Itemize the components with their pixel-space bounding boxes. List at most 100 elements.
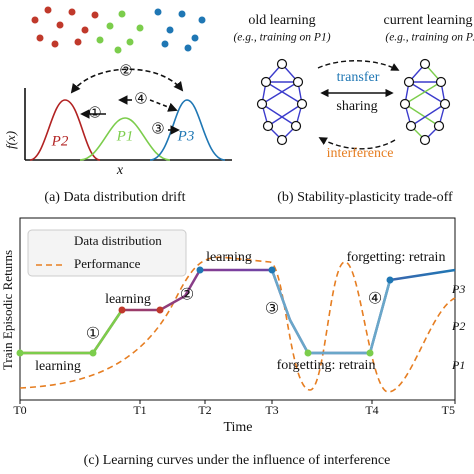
phase-point xyxy=(156,306,164,314)
node xyxy=(296,98,308,110)
node xyxy=(256,98,268,110)
sharing-label: sharing xyxy=(336,99,377,114)
phase-label: forgetting: retrain xyxy=(277,358,376,373)
y-axis-label: Train Episodic Returns xyxy=(0,250,15,370)
step-label: ④ xyxy=(134,91,147,107)
x-tick-label: T5 xyxy=(442,403,455,417)
legend xyxy=(27,229,187,277)
edge xyxy=(408,81,446,105)
x-tick-label: T1 xyxy=(133,403,146,417)
legend-label: Data distribution xyxy=(74,233,162,248)
interference-label: interference xyxy=(327,146,394,161)
node xyxy=(419,58,431,70)
sample-dot xyxy=(166,26,174,34)
note: (e.g., training on P2 xyxy=(385,32,474,44)
node xyxy=(433,120,445,132)
caption: (c) Learning curves under the influence … xyxy=(84,453,391,468)
step-label: ② xyxy=(119,63,132,79)
node xyxy=(439,98,451,110)
panel-a xyxy=(24,68,232,161)
node xyxy=(399,98,411,110)
edge xyxy=(410,103,446,127)
right-label: P3 xyxy=(451,282,465,296)
sample-dot xyxy=(136,24,144,32)
curve-p1 xyxy=(79,117,171,161)
sample-dot xyxy=(51,40,59,48)
right-label: P2 xyxy=(451,319,465,333)
y-axis-label: f(x) xyxy=(3,131,18,149)
phase-point xyxy=(268,266,276,274)
node xyxy=(292,76,304,88)
sample-dot xyxy=(118,10,126,18)
arrow xyxy=(317,60,400,71)
title: current learning xyxy=(383,13,472,28)
x-tick-label: T3 xyxy=(265,403,278,417)
phase-label: learning xyxy=(35,359,81,374)
node xyxy=(276,58,288,70)
step-label: ① xyxy=(88,105,101,121)
sample-dot xyxy=(114,46,122,54)
step-label: ④ xyxy=(368,291,382,308)
caption: (a) Data distribution drift xyxy=(44,190,185,205)
transfer-label: transfer xyxy=(337,70,380,85)
x-tick-label: T2 xyxy=(198,403,211,417)
distribution-label: P3 xyxy=(177,128,195,144)
edge xyxy=(404,103,440,127)
note: (e.g., training on P1) xyxy=(233,32,330,44)
legend-label: Performance xyxy=(74,256,141,271)
x-axis-label: x xyxy=(116,163,124,178)
step-label: ③ xyxy=(265,301,279,318)
node xyxy=(290,120,302,132)
node xyxy=(435,76,447,88)
sample-dot xyxy=(178,10,186,18)
sample-dot xyxy=(31,16,39,24)
x-tick-label: T4 xyxy=(365,403,378,417)
sample-dot xyxy=(56,21,64,29)
performance-curve xyxy=(19,256,456,393)
node xyxy=(276,134,288,146)
distribution-label: P2 xyxy=(51,133,69,149)
sample-dots xyxy=(31,6,206,54)
sample-dot xyxy=(96,36,104,44)
sample-dot xyxy=(154,8,162,16)
edge xyxy=(261,81,299,105)
sample-dot xyxy=(81,26,89,34)
right-label: P1 xyxy=(451,358,465,372)
phase-point xyxy=(89,349,97,357)
step-label: ① xyxy=(86,326,100,343)
sample-dot xyxy=(184,44,192,52)
node xyxy=(260,76,272,88)
phase-label: forgetting: retrain xyxy=(347,250,446,265)
sample-dot xyxy=(126,38,134,46)
data-distribution-curve xyxy=(270,269,392,355)
step-label: ② xyxy=(180,287,194,304)
sample-dot xyxy=(91,11,99,19)
drift-arrow xyxy=(70,68,184,94)
phase-point xyxy=(366,349,374,357)
sample-dot xyxy=(44,6,52,14)
networks xyxy=(256,58,451,146)
edge xyxy=(267,103,303,127)
curve-p3 xyxy=(149,99,226,161)
sample-dot xyxy=(198,16,206,24)
node xyxy=(262,120,274,132)
phase-label: learning xyxy=(206,250,252,265)
x-axis-label: Time xyxy=(223,420,252,435)
distribution-label: P1 xyxy=(116,128,134,144)
phase-point xyxy=(196,266,204,274)
sample-dot xyxy=(191,34,199,42)
edge xyxy=(261,103,297,127)
sample-dot xyxy=(74,38,82,46)
phase-points xyxy=(16,266,394,357)
phase-point xyxy=(118,306,126,314)
caption: (b) Stability-plasticity trade-off xyxy=(277,190,453,205)
x-tick-label: T0 xyxy=(13,403,26,417)
title: old learning xyxy=(248,13,315,28)
node xyxy=(403,76,415,88)
step-label: ③ xyxy=(151,121,164,137)
node xyxy=(419,134,431,146)
edge xyxy=(265,81,303,105)
curve-p2 xyxy=(29,99,101,161)
data-distribution-curve xyxy=(20,309,124,355)
